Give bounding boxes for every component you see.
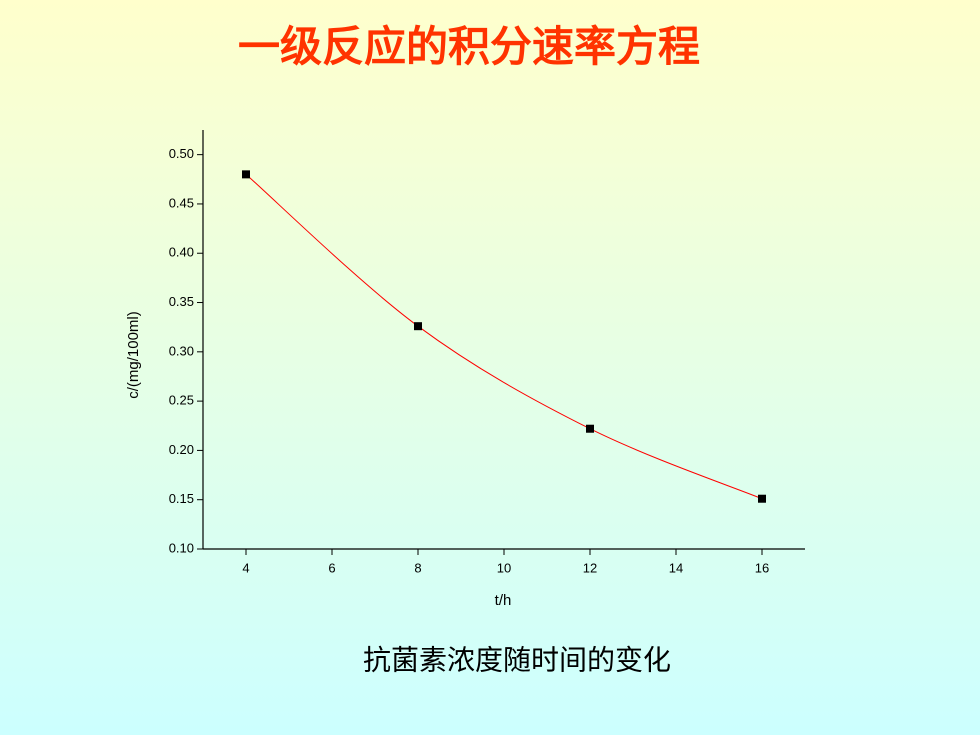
y-tick-label: 0.20 bbox=[169, 442, 194, 457]
x-axis-label: t/h bbox=[495, 592, 512, 609]
y-tick-label: 0.15 bbox=[169, 491, 194, 506]
y-tick-label: 0.40 bbox=[169, 245, 194, 260]
x-tick-label: 14 bbox=[669, 560, 683, 575]
x-tick-label: 10 bbox=[497, 560, 511, 575]
fit-curve bbox=[245, 173, 763, 500]
y-tick-label: 0.35 bbox=[169, 294, 194, 309]
x-tick-label: 6 bbox=[328, 560, 335, 575]
data-point bbox=[414, 322, 422, 331]
y-tick-label: 0.45 bbox=[169, 195, 194, 210]
x-tick-label: 8 bbox=[414, 560, 421, 575]
y-axis-label: c/(mg/100ml) bbox=[125, 311, 142, 399]
x-tick-label: 12 bbox=[583, 560, 597, 575]
data-point bbox=[758, 494, 766, 503]
x-tick-label: 4 bbox=[242, 560, 249, 575]
slide-title: 一级反应的积分速率方程 bbox=[238, 23, 700, 70]
data-point bbox=[586, 424, 594, 433]
y-tick-label: 0.50 bbox=[169, 146, 194, 161]
y-tick-label: 0.10 bbox=[169, 540, 194, 555]
y-tick-label: 0.25 bbox=[169, 393, 194, 408]
x-tick-label: 16 bbox=[755, 560, 769, 575]
data-point bbox=[242, 170, 250, 179]
caption: 抗菌素浓度随时间的变化 bbox=[363, 644, 671, 677]
y-tick-label: 0.30 bbox=[169, 343, 194, 358]
